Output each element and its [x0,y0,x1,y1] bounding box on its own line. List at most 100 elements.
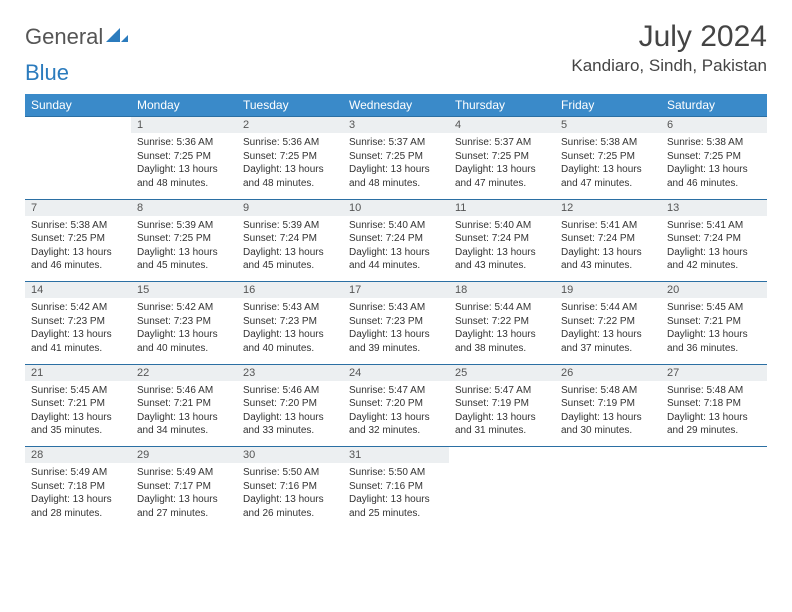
weekday-header: Monday [131,94,237,117]
daylight-text: Daylight: 13 hours and 37 minutes. [561,328,655,355]
title-block: July 2024 Kandiaro, Sindh, Pakistan [571,20,767,76]
daylight-text: Daylight: 13 hours and 27 minutes. [137,493,231,520]
sunset-text: Sunset: 7:25 PM [561,150,655,164]
sunrise-text: Sunrise: 5:39 AM [243,219,337,233]
sunset-text: Sunset: 7:24 PM [455,232,549,246]
daylight-text: Daylight: 13 hours and 29 minutes. [667,411,761,438]
sunrise-text: Sunrise: 5:42 AM [137,301,231,315]
daylight-text: Daylight: 13 hours and 31 minutes. [455,411,549,438]
day-number-cell: 27 [661,364,767,381]
day-content-cell: Sunrise: 5:50 AMSunset: 7:16 PMDaylight:… [343,463,449,529]
day-number-cell: 31 [343,447,449,464]
day-number-cell: 4 [449,117,555,134]
day-number-cell: 26 [555,364,661,381]
daylight-text: Daylight: 13 hours and 25 minutes. [349,493,443,520]
sunset-text: Sunset: 7:20 PM [243,397,337,411]
day-number-cell: 29 [131,447,237,464]
day-number-cell: 18 [449,282,555,299]
sunrise-text: Sunrise: 5:44 AM [561,301,655,315]
sunset-text: Sunset: 7:17 PM [137,480,231,494]
sunrise-text: Sunrise: 5:45 AM [31,384,125,398]
day-number-cell: 16 [237,282,343,299]
sunrise-text: Sunrise: 5:46 AM [243,384,337,398]
day-number-cell: 14 [25,282,131,299]
daylight-text: Daylight: 13 hours and 33 minutes. [243,411,337,438]
daylight-text: Daylight: 13 hours and 28 minutes. [31,493,125,520]
sunrise-text: Sunrise: 5:41 AM [561,219,655,233]
daylight-text: Daylight: 13 hours and 45 minutes. [243,246,337,273]
sunrise-text: Sunrise: 5:49 AM [137,466,231,480]
sunset-text: Sunset: 7:20 PM [349,397,443,411]
sunset-text: Sunset: 7:23 PM [349,315,443,329]
day-content-cell: Sunrise: 5:38 AMSunset: 7:25 PMDaylight:… [25,216,131,282]
day-number-row: 78910111213 [25,199,767,216]
sunset-text: Sunset: 7:19 PM [455,397,549,411]
daylight-text: Daylight: 13 hours and 43 minutes. [561,246,655,273]
sunrise-text: Sunrise: 5:38 AM [31,219,125,233]
month-title: July 2024 [571,20,767,54]
sunrise-text: Sunrise: 5:50 AM [243,466,337,480]
sunset-text: Sunset: 7:24 PM [349,232,443,246]
daylight-text: Daylight: 13 hours and 36 minutes. [667,328,761,355]
sunrise-text: Sunrise: 5:40 AM [455,219,549,233]
sunset-text: Sunset: 7:25 PM [31,232,125,246]
sunrise-text: Sunrise: 5:38 AM [667,136,761,150]
daylight-text: Daylight: 13 hours and 40 minutes. [243,328,337,355]
sunset-text: Sunset: 7:21 PM [667,315,761,329]
day-number-cell: 19 [555,282,661,299]
day-number-cell [661,447,767,464]
day-number-cell [25,117,131,134]
day-content-cell: Sunrise: 5:50 AMSunset: 7:16 PMDaylight:… [237,463,343,529]
calendar-table: Sunday Monday Tuesday Wednesday Thursday… [25,94,767,529]
sunset-text: Sunset: 7:16 PM [243,480,337,494]
weekday-header: Thursday [449,94,555,117]
daylight-text: Daylight: 13 hours and 48 minutes. [349,163,443,190]
day-content-cell: Sunrise: 5:45 AMSunset: 7:21 PMDaylight:… [25,381,131,447]
day-number-row: 21222324252627 [25,364,767,381]
sunrise-text: Sunrise: 5:50 AM [349,466,443,480]
day-content-cell: Sunrise: 5:39 AMSunset: 7:24 PMDaylight:… [237,216,343,282]
sunrise-text: Sunrise: 5:45 AM [667,301,761,315]
day-number-row: 123456 [25,117,767,134]
daylight-text: Daylight: 13 hours and 43 minutes. [455,246,549,273]
day-content-cell: Sunrise: 5:40 AMSunset: 7:24 PMDaylight:… [343,216,449,282]
daylight-text: Daylight: 13 hours and 26 minutes. [243,493,337,520]
daylight-text: Daylight: 13 hours and 34 minutes. [137,411,231,438]
day-content-cell: Sunrise: 5:44 AMSunset: 7:22 PMDaylight:… [449,298,555,364]
day-number-cell: 5 [555,117,661,134]
daylight-text: Daylight: 13 hours and 47 minutes. [561,163,655,190]
day-number-cell: 7 [25,199,131,216]
sunset-text: Sunset: 7:19 PM [561,397,655,411]
day-number-row: 14151617181920 [25,282,767,299]
day-content-cell: Sunrise: 5:41 AMSunset: 7:24 PMDaylight:… [555,216,661,282]
day-content-cell: Sunrise: 5:41 AMSunset: 7:24 PMDaylight:… [661,216,767,282]
day-number-cell: 9 [237,199,343,216]
calendar-body: 123456Sunrise: 5:36 AMSunset: 7:25 PMDay… [25,117,767,530]
sunset-text: Sunset: 7:24 PM [243,232,337,246]
day-content-cell: Sunrise: 5:36 AMSunset: 7:25 PMDaylight:… [131,133,237,199]
sunset-text: Sunset: 7:25 PM [137,232,231,246]
day-number-cell: 20 [661,282,767,299]
day-number-cell: 12 [555,199,661,216]
sunrise-text: Sunrise: 5:44 AM [455,301,549,315]
sunrise-text: Sunrise: 5:48 AM [667,384,761,398]
day-number-cell: 28 [25,447,131,464]
daylight-text: Daylight: 13 hours and 46 minutes. [667,163,761,190]
weekday-header: Sunday [25,94,131,117]
day-content-cell: Sunrise: 5:38 AMSunset: 7:25 PMDaylight:… [661,133,767,199]
day-content-cell: Sunrise: 5:42 AMSunset: 7:23 PMDaylight:… [131,298,237,364]
weekday-header: Tuesday [237,94,343,117]
sunrise-text: Sunrise: 5:37 AM [349,136,443,150]
sunset-text: Sunset: 7:16 PM [349,480,443,494]
sunrise-text: Sunrise: 5:47 AM [455,384,549,398]
daylight-text: Daylight: 13 hours and 35 minutes. [31,411,125,438]
sunset-text: Sunset: 7:18 PM [667,397,761,411]
day-number-cell: 11 [449,199,555,216]
day-content-row: Sunrise: 5:42 AM Sunset: 7:23 PM Daylight:… [25,298,767,364]
daylight-text: Daylight: 13 hours and 44 minutes. [349,246,443,273]
day-content-row: Sunrise: 5:36 AMSunset: 7:25 PMDaylight:… [25,133,767,199]
day-content-cell: Sunrise: 5:49 AMSunset: 7:18 PMDaylight:… [25,463,131,529]
day-content-cell: Sunrise: 5:48 AMSunset: 7:19 PMDaylight:… [555,381,661,447]
day-content-cell: Sunrise: 5:44 AMSunset: 7:22 PMDaylight:… [555,298,661,364]
day-content-cell [661,463,767,529]
